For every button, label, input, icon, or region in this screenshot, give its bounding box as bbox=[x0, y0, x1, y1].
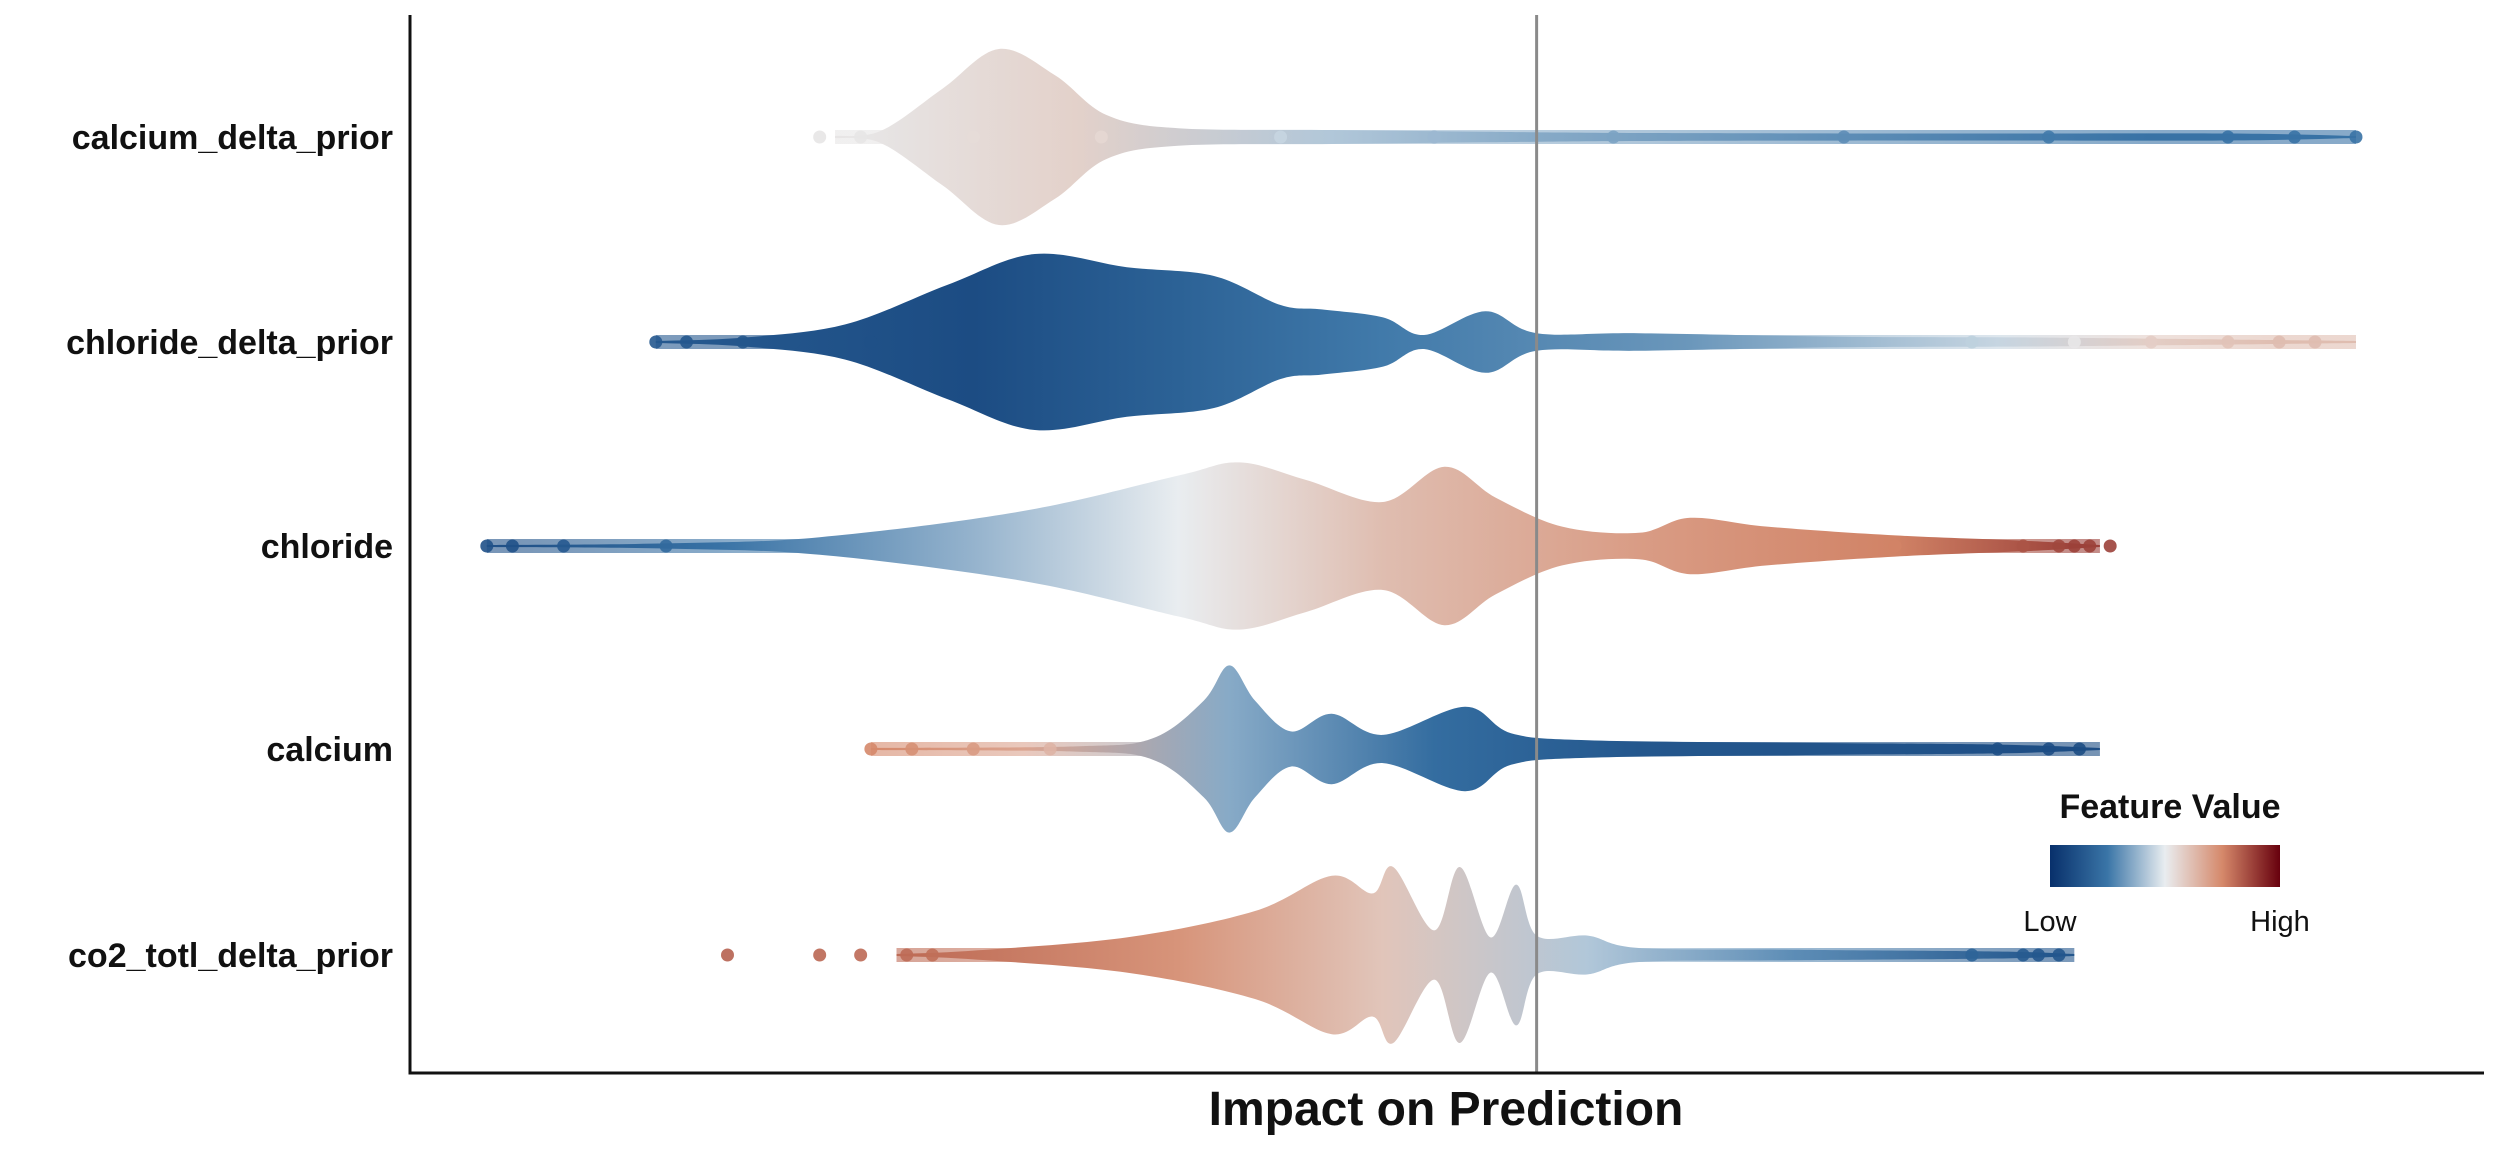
point-chloride-delta-prior-4 bbox=[864, 335, 878, 349]
legend-low-label: Low bbox=[2023, 906, 2077, 938]
point-calcium-2 bbox=[966, 742, 980, 756]
point-chloride-delta-prior-9 bbox=[2272, 335, 2286, 349]
point-calcium-delta-prior-3 bbox=[1094, 130, 1108, 144]
feature-label-calcium: calcium bbox=[266, 731, 393, 769]
feature-label-chloride-delta-prior: chloride_delta_prior bbox=[66, 324, 393, 362]
point-calcium-delta-prior-4 bbox=[1274, 130, 1288, 144]
point-calcium-delta-prior-8 bbox=[2042, 130, 2056, 144]
point-co2-totl-delta-prior-8 bbox=[2052, 948, 2066, 962]
point-calcium-0 bbox=[864, 742, 878, 756]
density-band-calcium bbox=[870, 742, 2100, 756]
point-chloride-4 bbox=[1888, 539, 1902, 553]
legend-title: Feature Value bbox=[2059, 788, 2280, 826]
point-chloride-delta-prior-5 bbox=[1965, 335, 1979, 349]
point-calcium-6 bbox=[2072, 742, 2086, 756]
point-chloride-5 bbox=[2016, 539, 2030, 553]
feature-label-calcium-delta-prior: calcium_delta_prior bbox=[72, 119, 393, 157]
point-chloride-delta-prior-7 bbox=[2144, 335, 2158, 349]
point-calcium-3 bbox=[1043, 742, 1057, 756]
point-co2-totl-delta-prior-2 bbox=[854, 948, 868, 962]
point-calcium-delta-prior-9 bbox=[2221, 130, 2235, 144]
point-chloride-delta-prior-0 bbox=[649, 335, 663, 349]
legend-high-label: High bbox=[2250, 906, 2310, 938]
point-co2-totl-delta-prior-5 bbox=[1965, 948, 1979, 962]
legend-gradient-bar bbox=[2050, 845, 2280, 887]
density-band-calcium-delta-prior bbox=[835, 130, 2356, 144]
point-co2-totl-delta-prior-1 bbox=[813, 948, 827, 962]
point-chloride-3 bbox=[659, 539, 673, 553]
point-chloride-7 bbox=[2067, 539, 2081, 553]
point-calcium-delta-prior-7 bbox=[1837, 130, 1851, 144]
feature-label-co2-totl-delta-prior: co2_totl_delta_prior bbox=[68, 937, 393, 975]
point-chloride-delta-prior-2 bbox=[736, 335, 750, 349]
feature-label-layer: calcium_delta_prior chloride_delta_priorc… bbox=[66, 119, 393, 975]
point-chloride-delta-prior-1 bbox=[680, 335, 694, 349]
point-calcium-delta-prior-2 bbox=[966, 130, 980, 144]
point-chloride-delta-prior-6 bbox=[2067, 335, 2081, 349]
point-co2-totl-delta-prior-4 bbox=[925, 948, 939, 962]
density-band-co2-totl-delta-prior bbox=[896, 948, 2075, 962]
outlier-dots-layer bbox=[480, 130, 2363, 962]
point-calcium-1 bbox=[905, 742, 919, 756]
x-axis-title: Impact on Prediction bbox=[1209, 1083, 1684, 1136]
point-calcium-4 bbox=[1991, 742, 2005, 756]
point-co2-totl-delta-prior-6 bbox=[2016, 948, 2030, 962]
density-band-chloride-delta-prior bbox=[655, 335, 2356, 349]
point-calcium-5 bbox=[2042, 742, 2056, 756]
color-legend: Feature Value Low High bbox=[2023, 788, 2309, 938]
point-calcium-delta-prior-6 bbox=[1606, 130, 1620, 144]
point-calcium-delta-prior-0 bbox=[813, 130, 827, 144]
point-chloride-delta-prior-3 bbox=[787, 335, 801, 349]
point-chloride-0 bbox=[480, 539, 494, 553]
point-chloride-1 bbox=[505, 539, 519, 553]
point-chloride-8 bbox=[2083, 539, 2097, 553]
point-chloride-6 bbox=[2052, 539, 2066, 553]
point-calcium-delta-prior-11 bbox=[2349, 130, 2363, 144]
point-calcium-delta-prior-10 bbox=[2288, 130, 2302, 144]
point-co2-totl-delta-prior-0 bbox=[721, 948, 735, 962]
point-chloride-9 bbox=[2103, 539, 2117, 553]
point-chloride-delta-prior-10 bbox=[2308, 335, 2322, 349]
point-chloride-delta-prior-8 bbox=[2221, 335, 2235, 349]
point-co2-totl-delta-prior-3 bbox=[900, 948, 914, 962]
feature-label-chloride: chloride bbox=[261, 528, 393, 566]
point-calcium-delta-prior-1 bbox=[854, 130, 868, 144]
violin-layer bbox=[486, 48, 2356, 1044]
point-calcium-delta-prior-5 bbox=[1427, 130, 1441, 144]
point-chloride-2 bbox=[557, 539, 571, 553]
density-band-chloride bbox=[486, 539, 2100, 553]
point-co2-totl-delta-prior-7 bbox=[2031, 948, 2045, 962]
